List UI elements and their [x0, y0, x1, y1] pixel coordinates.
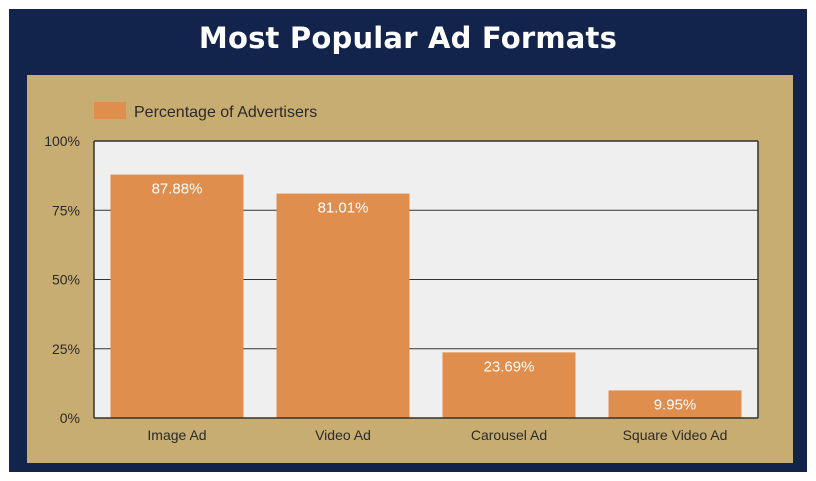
x-tick-label: Image Ad [147, 427, 206, 443]
data-label: 81.01% [318, 200, 369, 217]
y-tick-label: 0% [60, 410, 80, 426]
bar [608, 390, 742, 418]
data-label: 9.95% [654, 396, 697, 413]
y-tick-label: 75% [52, 202, 80, 218]
legend-swatch [94, 102, 126, 119]
y-tick-label: 100% [44, 133, 80, 149]
x-tick-label: Carousel Ad [471, 427, 547, 443]
data-label: 87.88% [152, 181, 203, 198]
bar [276, 193, 410, 418]
bar [110, 174, 244, 418]
chart-title: Most Popular Ad Formats [198, 21, 618, 55]
y-tick-label: 25% [52, 341, 80, 357]
x-tick-label: Video Ad [315, 427, 371, 443]
data-label: 23.69% [484, 358, 535, 375]
y-tick-label: 50% [52, 272, 80, 288]
x-tick-label: Square Video Ad [623, 427, 728, 443]
legend-label: Percentage of Advertisers [134, 104, 317, 121]
bar [442, 352, 576, 418]
